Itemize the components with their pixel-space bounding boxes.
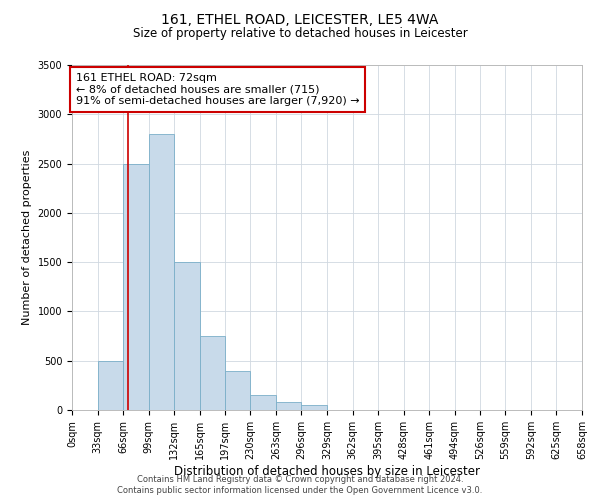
Bar [175,262,200,410]
Bar [250,394,276,410]
Text: 161, ETHEL ROAD, LEICESTER, LE5 4WA: 161, ETHEL ROAD, LEICESTER, LE5 4WA [161,12,439,26]
Bar [123,164,149,410]
Bar [200,336,224,410]
Bar [149,134,175,410]
Bar [98,360,123,410]
X-axis label: Distribution of detached houses by size in Leicester: Distribution of detached houses by size … [174,464,480,477]
Text: Contains HM Land Registry data © Crown copyright and database right 2024.: Contains HM Land Registry data © Crown c… [137,475,463,484]
Text: 161 ETHEL ROAD: 72sqm
← 8% of detached houses are smaller (715)
91% of semi-deta: 161 ETHEL ROAD: 72sqm ← 8% of detached h… [76,73,359,106]
Text: Size of property relative to detached houses in Leicester: Size of property relative to detached ho… [133,28,467,40]
Y-axis label: Number of detached properties: Number of detached properties [22,150,32,325]
Bar [301,405,327,410]
Bar [224,370,250,410]
Bar [276,402,301,410]
Text: Contains public sector information licensed under the Open Government Licence v3: Contains public sector information licen… [118,486,482,495]
